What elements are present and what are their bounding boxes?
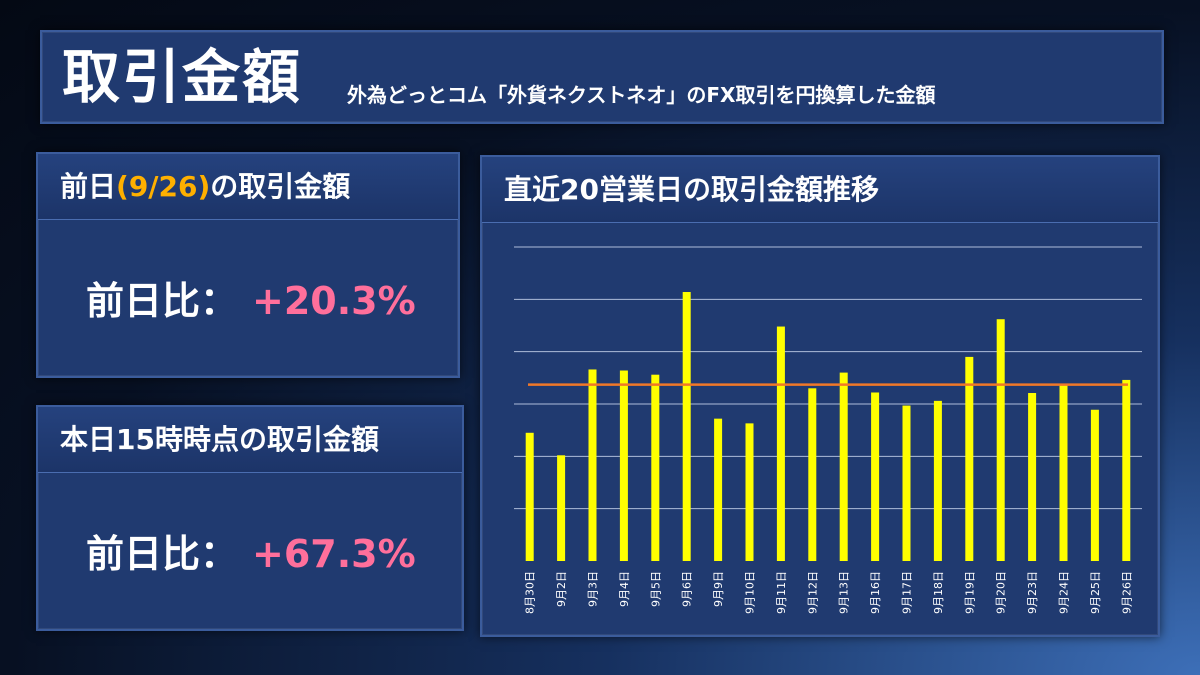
bar-19 xyxy=(1122,379,1131,561)
bar-6 xyxy=(714,418,723,561)
prev-day-stat: 前日比： +20.3% xyxy=(86,270,416,325)
x-tick-label: 8月30日 xyxy=(524,571,537,614)
x-tick-label: 9月25日 xyxy=(1089,571,1102,614)
prev-day-panel-title: 前日(9/26)の取引金額 xyxy=(38,154,458,220)
today-panel: 本日15時時点の取引金額 前日比： +67.3% xyxy=(36,405,464,631)
x-tick-label: 9月23日 xyxy=(1026,571,1039,614)
bar-10 xyxy=(839,372,848,561)
prev-day-stat-value: +20.3% xyxy=(252,279,416,323)
prev-day-title-post: の取引金額 xyxy=(210,170,351,203)
x-tick-label: 9月18日 xyxy=(932,571,945,614)
bar-5 xyxy=(682,292,691,561)
bar-3 xyxy=(619,370,628,561)
x-tick-label: 9月9日 xyxy=(712,571,725,607)
x-tick-label: 9月12日 xyxy=(806,571,819,614)
x-tick-label: 9月6日 xyxy=(681,571,694,607)
prev-day-title-pre: 前日 xyxy=(60,170,117,203)
page-title: 取引金額 xyxy=(62,43,303,111)
today-stat-value: +67.3% xyxy=(252,532,416,576)
today-panel-title: 本日15時時点の取引金額 xyxy=(38,407,462,473)
today-stat: 前日比： +67.3% xyxy=(86,523,416,578)
trend-panel-title: 直近20営業日の取引金額推移 xyxy=(482,157,1158,223)
x-tick-label: 9月2日 xyxy=(555,571,568,607)
trend-bar-chart: 8月30日 9月2日 9月3日 9月4日 9月5日 9月6日 9月9日 9月10日 9月11日 9… xyxy=(514,246,1142,614)
bar-12 xyxy=(902,405,911,561)
bar-13 xyxy=(933,400,942,561)
x-tick-label: 9月11日 xyxy=(775,571,788,614)
bar-2 xyxy=(588,369,597,561)
x-tick-label: 9月13日 xyxy=(838,571,851,614)
prev-day-stat-label: 前日比： xyxy=(86,279,239,323)
bar-7 xyxy=(745,423,754,561)
x-tick-label: 9月16日 xyxy=(869,571,882,614)
x-tick-label: 9月20日 xyxy=(995,571,1008,614)
x-tick-label: 9月4日 xyxy=(618,571,631,607)
bar-16 xyxy=(1028,393,1037,561)
header-banner: 取引金額 外為どっとコム「外貨ネクストネオ」のFX取引を円換算した金額 xyxy=(40,30,1164,124)
bar-14 xyxy=(965,356,974,561)
bar-15 xyxy=(996,319,1005,561)
bar-11 xyxy=(871,392,880,561)
x-tick-label: 9月3日 xyxy=(587,571,600,607)
trend-panel: 直近20営業日の取引金額推移 8月30日 9月2日 9月3日 9月4日 9月5日 9月6日… xyxy=(480,155,1160,637)
x-tick-label: 9月5日 xyxy=(649,571,662,607)
prev-day-panel: 前日(9/26)の取引金額 前日比： +20.3% xyxy=(36,152,460,378)
bar-17 xyxy=(1059,383,1068,561)
page-subtitle: 外為どっとコム「外貨ネクストネオ」のFX取引を円換算した金額 xyxy=(347,83,936,107)
bar-8 xyxy=(776,326,785,561)
bar-9 xyxy=(808,388,817,561)
prev-day-date: (9/26) xyxy=(116,170,211,203)
today-stat-label: 前日比： xyxy=(86,532,239,576)
x-tick-label: 9月26日 xyxy=(1120,571,1133,614)
bar-4 xyxy=(651,374,660,561)
bar-18 xyxy=(1090,409,1099,561)
bar-1 xyxy=(557,455,566,561)
bar-0 xyxy=(525,432,534,561)
x-tick-label: 9月19日 xyxy=(963,571,976,614)
x-tick-label: 9月17日 xyxy=(901,571,914,614)
x-tick-label: 9月24日 xyxy=(1058,571,1071,614)
x-tick-label: 9月10日 xyxy=(744,571,757,614)
